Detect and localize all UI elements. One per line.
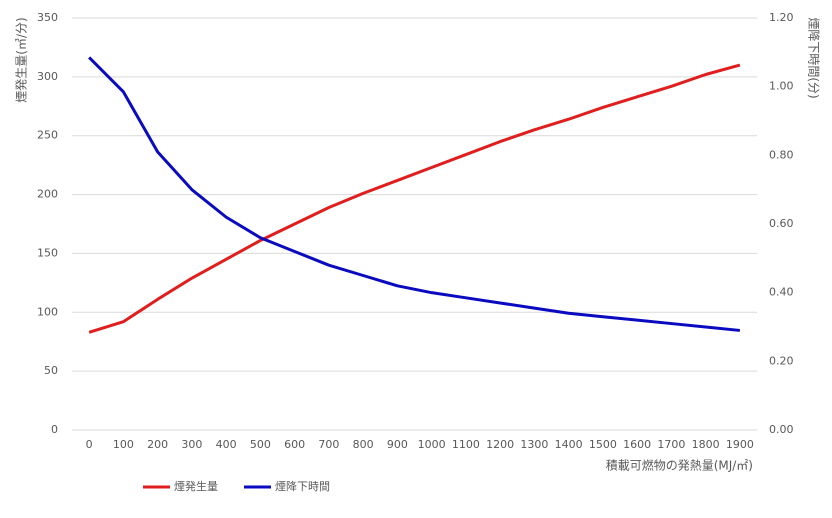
y-tick-label: 300 xyxy=(37,70,58,83)
y2-tick-label: 0.00 xyxy=(769,423,794,436)
legend-label: 煙発生量 xyxy=(174,479,218,493)
y2-tick-label: 0.20 xyxy=(769,354,794,367)
x-tick-label: 1500 xyxy=(589,438,617,451)
series-line xyxy=(88,56,741,332)
x-tick-label: 1100 xyxy=(452,438,480,451)
x-tick-label: 800 xyxy=(353,438,374,451)
y2-axis-title: 煙降下時間(分) xyxy=(807,17,821,98)
x-tick-label: 1700 xyxy=(657,438,685,451)
y2-tick-label: 0.40 xyxy=(769,286,794,299)
x-axis-title: 積載可燃物の発熱量(MJ/㎡) xyxy=(606,458,753,473)
x-tick-label: 1800 xyxy=(692,438,720,451)
x-tick-label: 1000 xyxy=(418,438,446,451)
y-tick-label: 100 xyxy=(37,305,58,318)
y-tick-label: 150 xyxy=(37,246,58,259)
x-tick-label: 1300 xyxy=(520,438,548,451)
x-tick-label: 700 xyxy=(318,438,339,451)
x-tick-label: 1400 xyxy=(555,438,583,451)
y-tick-label: 350 xyxy=(37,11,58,24)
x-tick-label: 400 xyxy=(216,438,237,451)
y-axis-title: 煙発生量(㎥/分) xyxy=(15,17,29,102)
legend-label: 煙降下時間 xyxy=(275,479,330,493)
x-tick-label: 500 xyxy=(250,438,271,451)
y2-tick-label: 0.80 xyxy=(769,148,794,161)
y2-tick-label: 1.00 xyxy=(769,80,794,93)
x-tick-label: 300 xyxy=(181,438,202,451)
y-tick-label: 0 xyxy=(51,423,58,436)
x-tick-label: 100 xyxy=(113,438,134,451)
x-tick-label: 600 xyxy=(284,438,305,451)
x-tick-label: 200 xyxy=(147,438,168,451)
x-tick-label: 1600 xyxy=(623,438,651,451)
y2-tick-label: 0.60 xyxy=(769,217,794,230)
x-tick-label: 0 xyxy=(86,438,93,451)
series-line xyxy=(88,63,741,334)
x-tick-label: 1900 xyxy=(726,438,754,451)
y2-tick-label: 1.20 xyxy=(769,11,794,24)
y-tick-label: 250 xyxy=(37,129,58,142)
x-tick-label: 1200 xyxy=(486,438,514,451)
y-tick-label: 50 xyxy=(44,364,58,377)
y-tick-label: 200 xyxy=(37,188,58,201)
x-tick-label: 900 xyxy=(387,438,408,451)
